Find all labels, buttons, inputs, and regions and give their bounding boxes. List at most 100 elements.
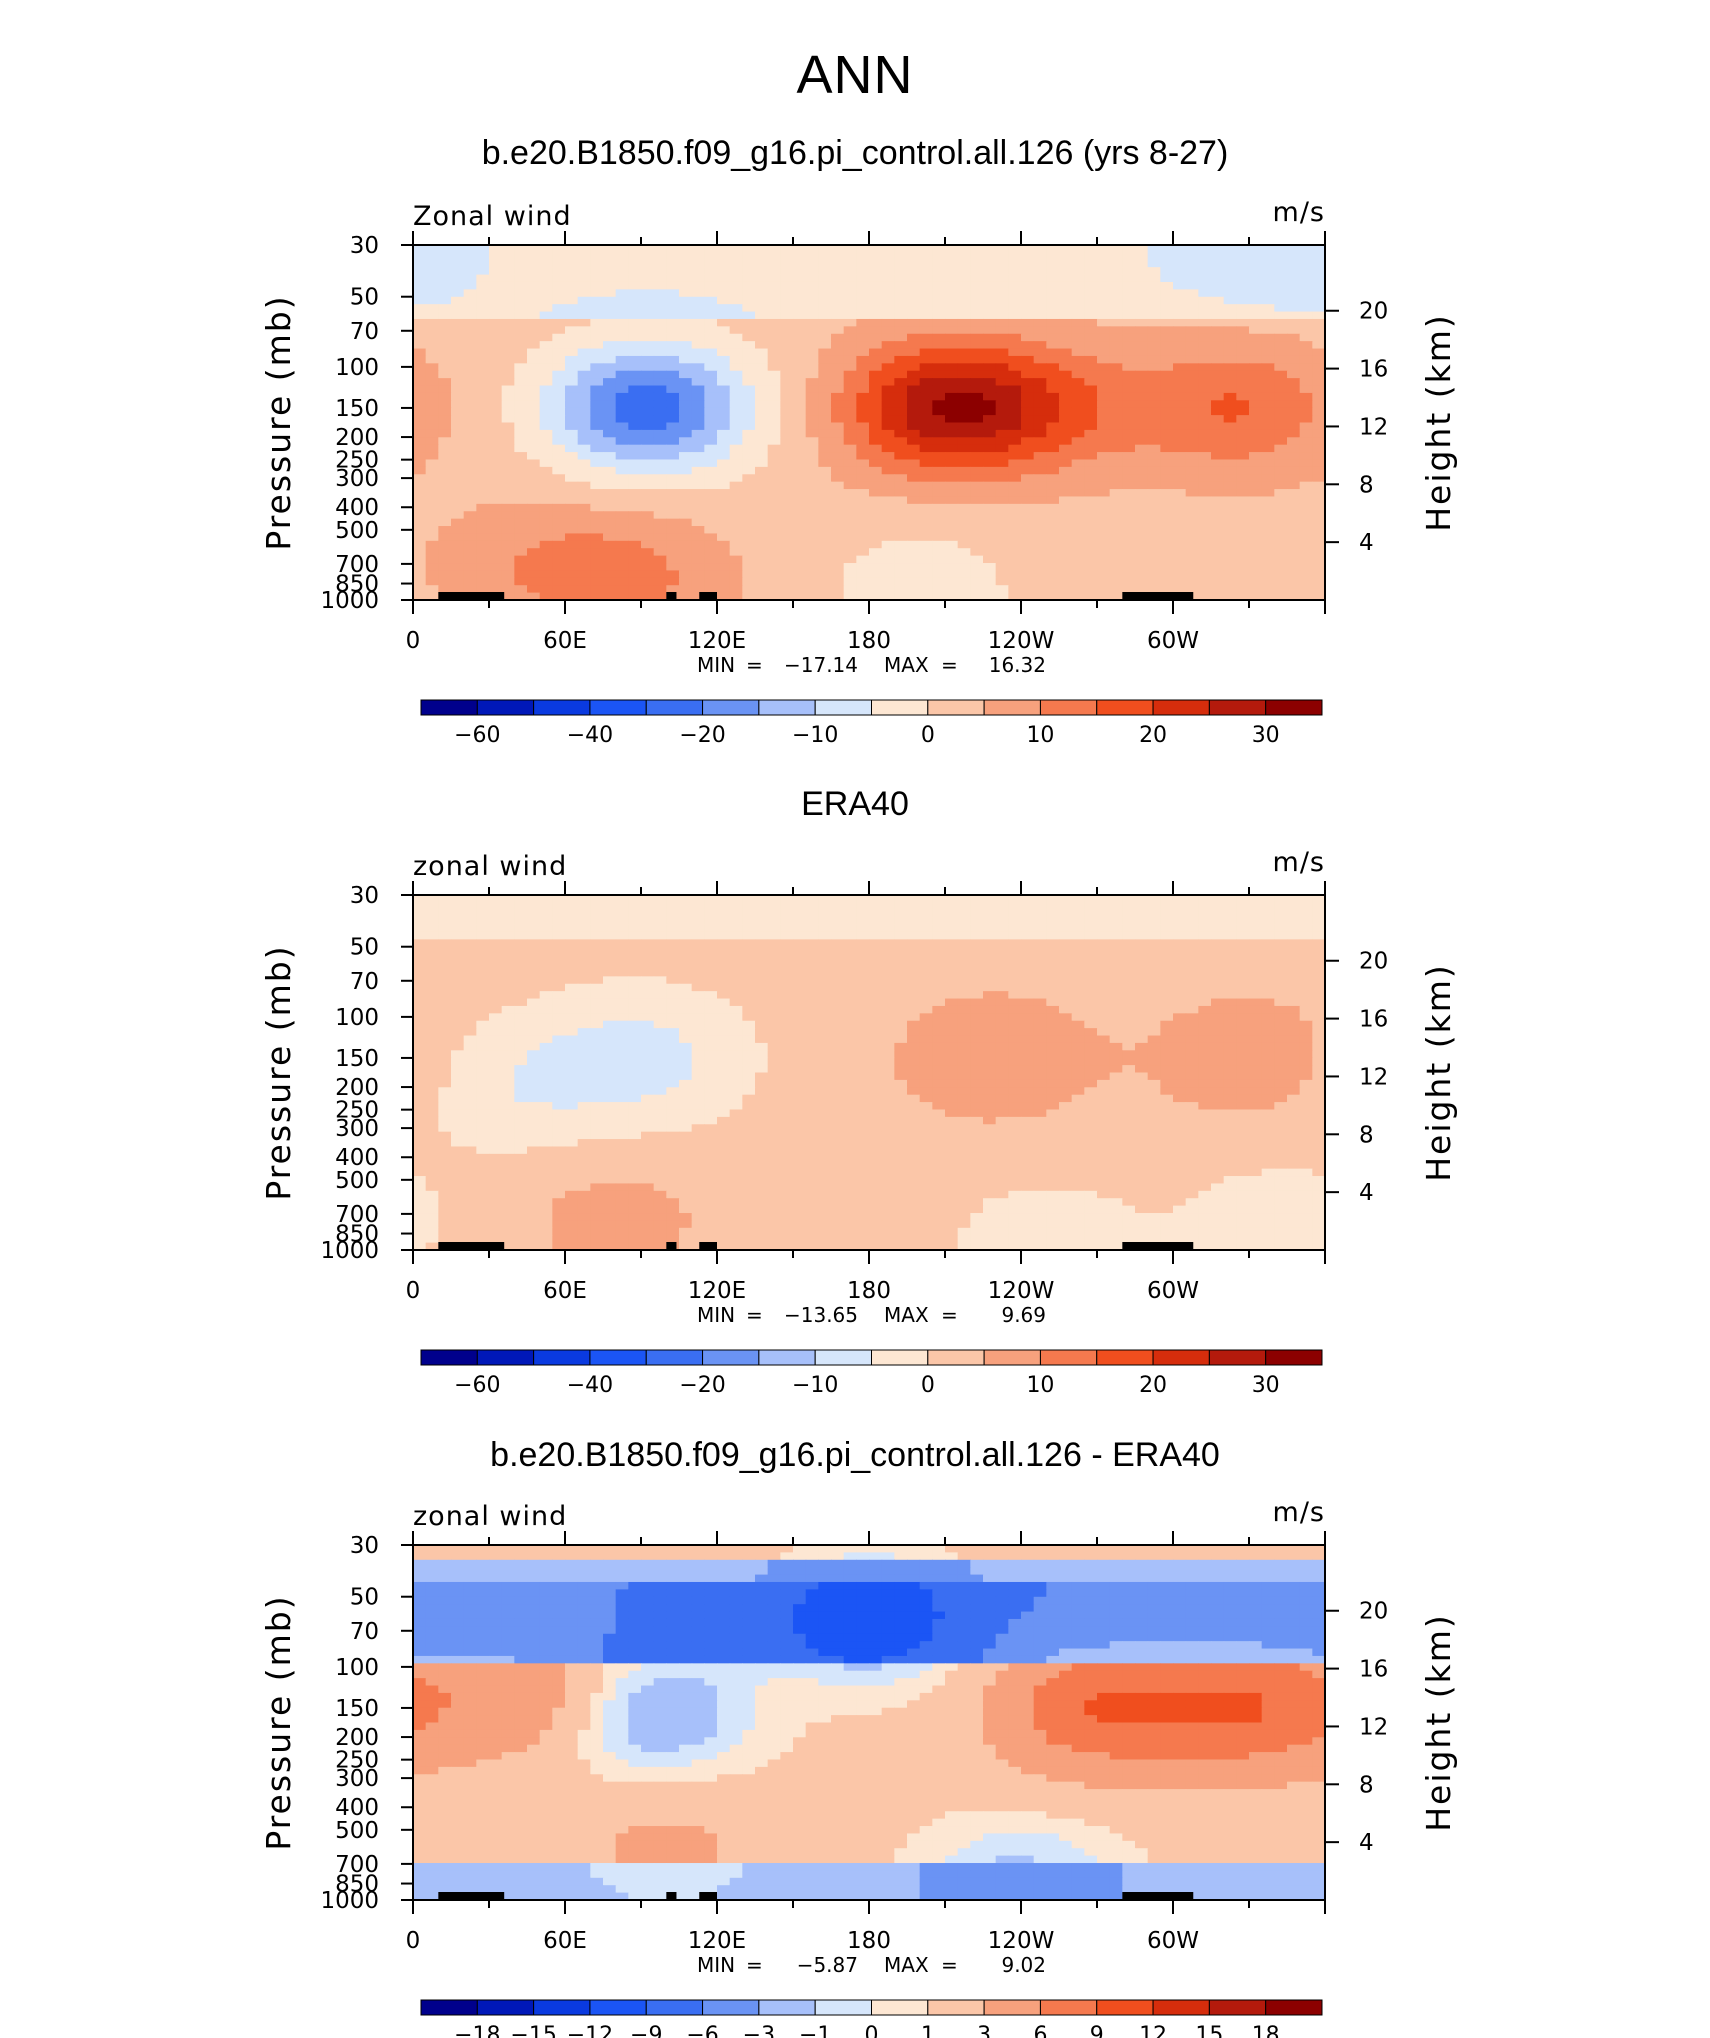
- contour-cell: [641, 370, 655, 379]
- contour-cell: [869, 585, 883, 594]
- contour-cell: [1261, 392, 1275, 401]
- contour-cell: [501, 526, 515, 535]
- contour-cell: [983, 318, 997, 327]
- contour-cell: [1261, 385, 1275, 394]
- contour-cell: [1236, 954, 1250, 963]
- contour-cell: [451, 946, 465, 955]
- contour-cell: [856, 518, 870, 527]
- contour-cell: [1299, 415, 1313, 424]
- contour-cell: [919, 311, 933, 320]
- contour-cell: [451, 304, 465, 313]
- contour-cell: [729, 245, 743, 253]
- contour-cell: [780, 998, 794, 1007]
- contour-cell: [729, 924, 743, 933]
- contour-cell: [514, 895, 528, 903]
- contour-cell: [628, 931, 642, 940]
- contour-cell: [1046, 341, 1060, 350]
- contour-cell: [856, 429, 870, 438]
- contour-cell: [1299, 946, 1313, 955]
- contour-cell: [831, 296, 845, 305]
- contour-cell: [843, 1035, 857, 1044]
- contour-cell: [1249, 400, 1263, 409]
- contour-cell: [1274, 392, 1288, 401]
- contour-cell: [501, 489, 515, 498]
- contour-cell: [1084, 518, 1098, 527]
- contour-cell: [793, 245, 807, 253]
- contour-cell: [425, 570, 439, 579]
- contour-cell: [843, 259, 857, 268]
- contour-cell: [970, 259, 984, 268]
- contour-cell: [539, 341, 553, 350]
- contour-cell: [805, 415, 819, 424]
- contour-cell: [742, 355, 756, 364]
- contour-cell: [438, 481, 452, 490]
- contour-cell: [679, 570, 693, 579]
- contour-cell: [438, 1005, 452, 1014]
- contour-cell: [831, 385, 845, 394]
- contour-cell: [1021, 548, 1035, 557]
- contour-cell: [679, 1028, 693, 1037]
- contour-cell: [831, 466, 845, 475]
- contour-cell: [451, 931, 465, 940]
- contour-cell: [679, 459, 693, 468]
- contour-cell: [843, 415, 857, 424]
- contour-cell: [1109, 998, 1123, 1007]
- contour-cell: [1033, 968, 1047, 977]
- contour-cell: [1274, 1028, 1288, 1037]
- contour-cell: [413, 1013, 427, 1022]
- contour-cell: [805, 281, 819, 290]
- contour-cell: [1274, 429, 1288, 438]
- contour-cell: [805, 348, 819, 357]
- contour-cell: [1160, 570, 1174, 579]
- contour-cell: [489, 924, 503, 933]
- colorbar-swatch: [758, 699, 816, 716]
- colorbar-label: 30: [1252, 723, 1280, 748]
- contour-cell: [476, 378, 490, 387]
- contour-cell: [514, 444, 528, 453]
- contour-cell: [793, 570, 807, 579]
- contour-cell: [755, 311, 769, 320]
- contour-cell: [1173, 459, 1187, 468]
- contour-cell: [679, 895, 693, 903]
- contour-cell: [869, 503, 883, 512]
- contour-cell: [489, 252, 503, 261]
- contour-cell: [1160, 259, 1174, 268]
- contour-cell: [805, 939, 819, 948]
- contour-cell: [1198, 1028, 1212, 1037]
- contour-cell: [1160, 415, 1174, 424]
- contour-cell: [451, 991, 465, 1000]
- contour-cell: [1249, 548, 1263, 557]
- contour-cell: [1185, 333, 1199, 342]
- contour-cell: [945, 968, 959, 977]
- contour-cell: [1021, 459, 1035, 468]
- contour-cell: [539, 540, 553, 549]
- contour-cell: [666, 311, 680, 320]
- contour-cell: [603, 585, 617, 594]
- contour-cell: [1097, 245, 1111, 253]
- contour-cell: [577, 961, 591, 970]
- contour-cell: [565, 518, 579, 527]
- contour-cell: [1097, 924, 1111, 933]
- contour-cell: [1299, 961, 1313, 970]
- contour-cell: [1223, 555, 1237, 564]
- contour-cell: [1046, 1020, 1060, 1029]
- contour-cell: [919, 281, 933, 290]
- contour-cell: [501, 533, 515, 542]
- contour-cell: [514, 289, 528, 298]
- contour-cell: [704, 991, 718, 1000]
- contour-cell: [919, 326, 933, 335]
- contour-cell: [704, 1005, 718, 1014]
- contour-cell: [666, 526, 680, 535]
- contour-cell: [527, 304, 541, 313]
- contour-cell: [603, 296, 617, 305]
- contour-cell: [1122, 407, 1136, 416]
- contour-cell: [679, 429, 693, 438]
- contour-cell: [1059, 577, 1073, 586]
- contour-cell: [451, 577, 465, 586]
- contour-cell: [552, 422, 566, 431]
- contour-cell: [1198, 577, 1212, 586]
- contour-cell: [691, 444, 705, 453]
- contour-cell: [843, 363, 857, 372]
- contour-cell: [628, 459, 642, 468]
- contour-cell: [793, 1028, 807, 1037]
